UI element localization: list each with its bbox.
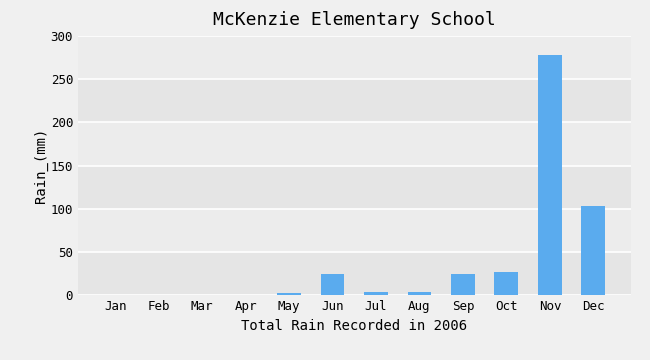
Bar xyxy=(538,55,562,295)
Bar xyxy=(582,206,605,295)
Bar xyxy=(320,274,344,295)
Bar xyxy=(451,274,475,295)
Bar xyxy=(277,293,301,295)
Y-axis label: Rain_(mm): Rain_(mm) xyxy=(34,128,48,203)
Bar xyxy=(78,79,630,122)
Bar xyxy=(78,252,630,295)
Bar xyxy=(78,166,630,209)
Bar xyxy=(495,272,519,295)
Title: McKenzie Elementary School: McKenzie Elementary School xyxy=(213,11,495,29)
Bar xyxy=(408,292,432,295)
Bar xyxy=(364,292,388,295)
X-axis label: Total Rain Recorded in 2006: Total Rain Recorded in 2006 xyxy=(241,319,467,333)
